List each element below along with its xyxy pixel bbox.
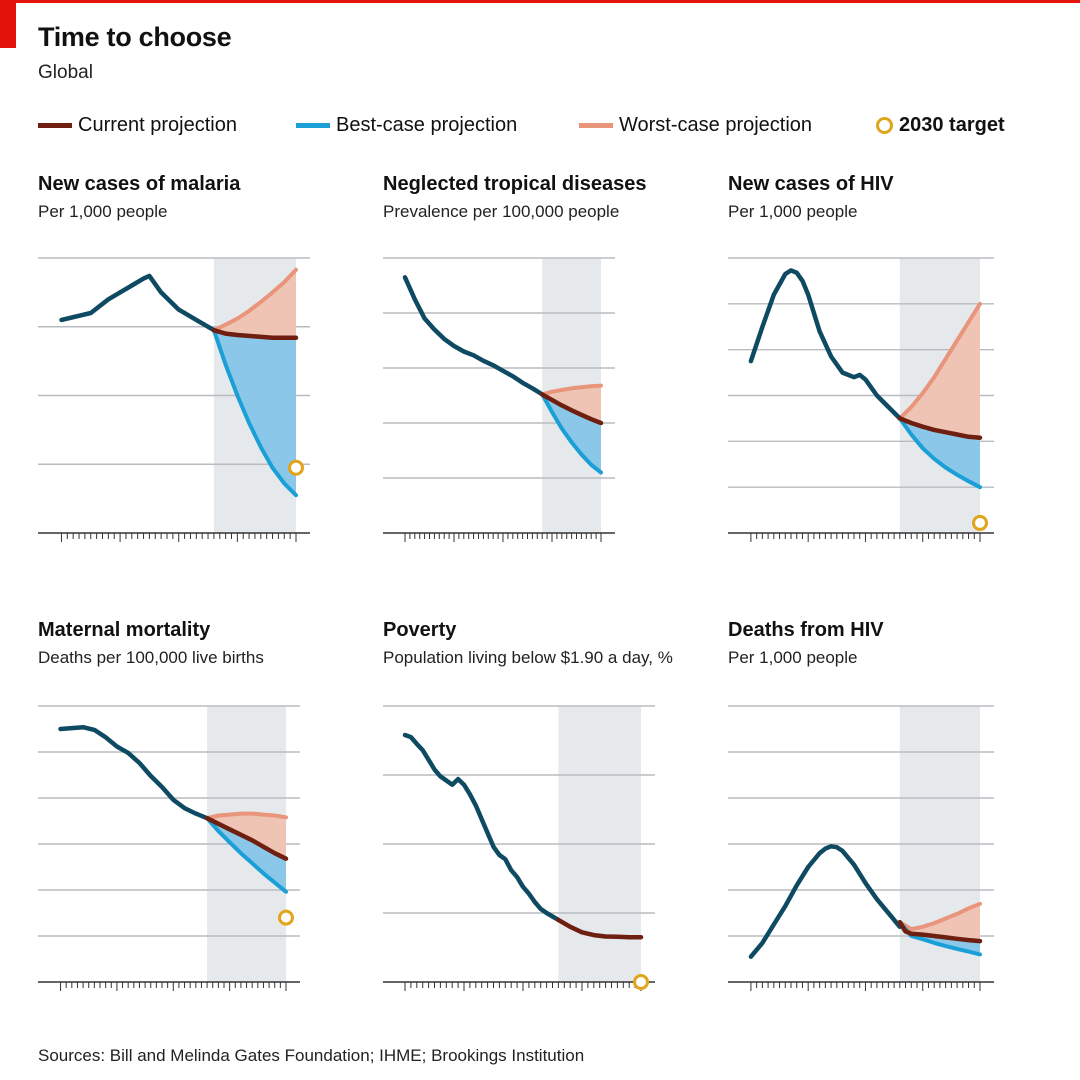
panel-title-poverty: Poverty: [383, 619, 457, 641]
target-marker: [288, 459, 304, 476]
source-note: Sources: Bill and Melinda Gates Foundati…: [38, 1046, 585, 1065]
brand-tag: [0, 0, 16, 48]
legend-current: Current projection: [38, 114, 237, 137]
legend-worst: Worst-case projection: [579, 114, 812, 137]
legend-worst-label: Worst-case projection: [619, 114, 813, 136]
chart-hiv-cases: [728, 257, 994, 542]
chart-poverty: [383, 705, 655, 991]
panel-title-hiv-cases: New cases of HIV: [728, 173, 894, 195]
history-line: [402, 275, 545, 397]
legend-target: 2030 target: [876, 114, 1005, 137]
worst-case-line: [211, 267, 298, 333]
panel-title-hiv-deaths: Deaths from HIV: [728, 619, 884, 641]
target-marker: [633, 974, 649, 990]
worst-case-line: [540, 383, 603, 397]
history-line: [59, 273, 217, 333]
page-title: Time to choose: [38, 22, 232, 52]
best-case-area: [213, 330, 296, 496]
best-case-line: [211, 328, 298, 498]
current-projection-line: [556, 917, 644, 940]
worst-case-area: [542, 385, 601, 423]
worst-case-line: [205, 811, 288, 821]
current-projection-line: [539, 392, 604, 426]
legend-target-label: 2030 target: [899, 114, 1005, 136]
current-projection-line: [204, 815, 289, 861]
chart-malaria: [38, 257, 310, 542]
best-case-line: [897, 416, 982, 490]
history-line: [748, 268, 903, 421]
best-case-area: [542, 394, 601, 473]
top-rule: [0, 0, 1080, 3]
panel-title-maternal: Maternal mortality: [38, 619, 211, 641]
legend: Current projection Best-case projection …: [38, 114, 1068, 144]
panel-subtitle-poverty: Population living below $1.90 a day, %: [383, 648, 673, 667]
chart-hiv-deaths: [728, 705, 994, 991]
target-marker: [972, 514, 988, 531]
legend-current-label: Current projection: [78, 114, 237, 136]
chart-ntd: [383, 257, 615, 542]
panel-subtitle-ntd: Prevalence per 100,000 people: [383, 202, 620, 221]
target-marker: [278, 909, 294, 926]
panel-title-malaria: New cases of malaria: [38, 173, 241, 195]
current-projection-line: [897, 416, 983, 440]
current-projection-line: [897, 919, 983, 944]
legend-best: Best-case projection: [296, 114, 517, 137]
panel-subtitle-hiv-cases: Per 1,000 people: [728, 202, 858, 221]
legend-best-swatch: [296, 123, 330, 128]
history-line: [402, 732, 561, 923]
page-subtitle: Global: [38, 62, 93, 83]
history-line: [58, 724, 210, 821]
best-case-line: [897, 920, 982, 957]
legend-current-swatch: [38, 123, 72, 128]
panel-subtitle-malaria: Per 1,000 people: [38, 202, 168, 221]
history-line: [748, 844, 903, 959]
panel-subtitle-maternal: Deaths per 100,000 live births: [38, 648, 264, 667]
best-case-line: [205, 816, 288, 894]
panel-title-ntd: Neglected tropical diseases: [383, 173, 647, 195]
current-projection-line: [211, 327, 299, 341]
legend-worst-swatch: [579, 123, 613, 128]
panel-subtitle-hiv-deaths: Per 1,000 people: [728, 648, 858, 667]
target-ring-icon: [876, 117, 893, 134]
worst-case-line: [897, 901, 982, 932]
best-case-line: [540, 392, 603, 475]
chart-maternal: [38, 705, 300, 991]
worst-case-line: [897, 301, 982, 421]
legend-best-label: Best-case projection: [336, 114, 518, 136]
